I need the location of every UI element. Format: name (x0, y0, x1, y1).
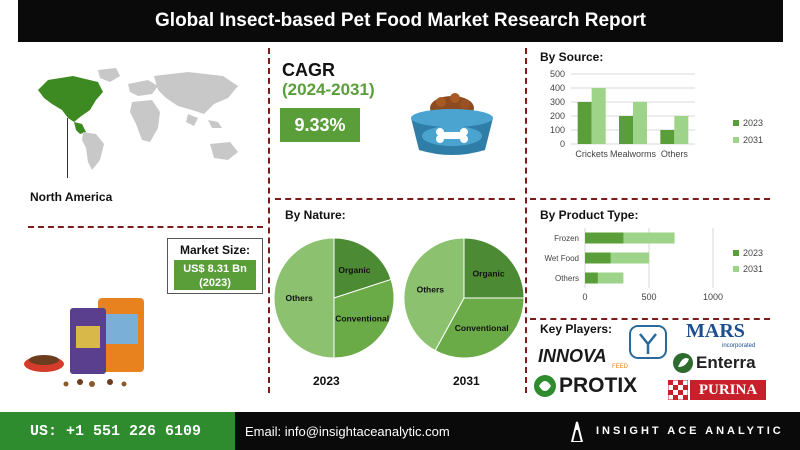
enterra-logo: Enterra (696, 353, 756, 372)
market-size-box: Market Size: US$ 8.31 Bn (2023) (167, 238, 263, 294)
source-bar-2023 (619, 116, 633, 144)
product-legend-label: 2023 (743, 248, 763, 258)
pie-slice-organic (333, 237, 392, 299)
product-bar-2023 (585, 232, 624, 244)
pie-slice-others (273, 237, 335, 359)
product-x-tick-label: 1000 (703, 292, 723, 302)
cagr-period: (2024-2031) (282, 80, 375, 99)
trident-logo-icon (629, 325, 667, 359)
source-legend-swatch (733, 137, 739, 143)
source-legend-label: 2031 (743, 135, 763, 145)
market-size-amount: US$ 8.31 Bn (183, 263, 247, 275)
source-x-tick-label: Crickets (575, 149, 608, 159)
report-title: Global Insect-based Pet Food Market Rese… (18, 0, 783, 42)
world-map (38, 68, 238, 170)
source-bar-chart: 0 100 200 300 400 500 Crickets Mealworms Others 2… (550, 69, 763, 159)
product-y-tick-label: Others (555, 274, 579, 283)
product-bar-2023 (585, 252, 611, 264)
region-label: North America (30, 190, 113, 204)
by-source-heading: By Source: (540, 50, 604, 64)
pet-bowl-icon (411, 93, 493, 155)
market-size-year: (2023) (199, 277, 231, 289)
divider-horizontal-left (28, 226, 263, 228)
divider-horizontal-right-lower (530, 318, 770, 320)
source-y-tick-label: 400 (550, 83, 565, 93)
pie-label: Conventional (455, 323, 509, 333)
by-product-type-heading: By Product Type: (540, 208, 639, 222)
source-y-tick-label: 0 (560, 139, 565, 149)
brand-logo-icon (570, 421, 584, 442)
pie-slice-others (403, 237, 465, 352)
source-y-tick-label: 100 (550, 125, 565, 135)
divider-horizontal-right (530, 198, 770, 200)
protix-logo-icon (534, 375, 556, 397)
divider-vertical-left (268, 48, 270, 393)
source-x-tick-label: Mealworms (610, 149, 657, 159)
pet-food-bags-illustration (24, 298, 144, 387)
source-x-tick-label: Others (661, 149, 689, 159)
product-type-bar-chart: 0 500 1000 Frozen Wet Food Others 2023 2031 (544, 228, 763, 302)
pie-slice-organic (463, 237, 525, 299)
footer-phone[interactable]: US: +1 551 226 6109 (0, 412, 235, 450)
key-players-heading: Key Players: (540, 322, 613, 336)
footer-brand: INSIGHT ACE ANALYTIC (560, 412, 800, 450)
source-legend-label: 2023 (743, 118, 763, 128)
nature-pie-charts: Organic Conventional Others Organic Conventi… (273, 237, 525, 359)
footer-email[interactable]: Email: info@insightaceanalytic.com (235, 412, 560, 450)
pie-slice-conventional (333, 278, 395, 359)
product-legend-swatch (733, 266, 739, 272)
mars-logo-subtitle: incorporated (722, 343, 756, 349)
map-pointer-line (67, 118, 68, 178)
enterra-leaf-icon (673, 353, 693, 373)
pie-label: Others (285, 293, 313, 303)
purina-logo: PURINA (690, 380, 766, 400)
product-bar-2031 (585, 252, 649, 264)
source-y-tick-label: 500 (550, 69, 565, 79)
cagr-title: CAGR (282, 60, 335, 80)
product-x-tick-label: 500 (641, 292, 656, 302)
source-bar-2031 (633, 102, 647, 144)
cagr-value: 9.33% (280, 108, 360, 142)
product-legend-swatch (733, 250, 739, 256)
market-size-title: Market Size: (179, 243, 251, 257)
source-bar-2031 (591, 88, 606, 144)
brand-name: INSIGHT ACE ANALYTIC (596, 425, 784, 437)
pie-label: Conventional (335, 313, 389, 323)
innova-feed-logo: INNOVA FEED (538, 346, 629, 370)
source-bar-2031 (674, 116, 689, 144)
product-legend-label: 2031 (743, 264, 763, 274)
pie-label: Organic (338, 265, 370, 275)
product-bar-2031 (585, 232, 675, 244)
source-y-tick-label: 300 (550, 97, 565, 107)
divider-horizontal-middle (275, 198, 515, 200)
mars-logo: MARS (686, 320, 745, 342)
pie-2023-year: 2023 (313, 374, 340, 388)
product-bar-2023 (585, 272, 598, 284)
pie-label: Others (417, 284, 445, 294)
protix-logo: PROTIX (559, 374, 638, 397)
divider-vertical-right (525, 48, 527, 393)
pie-2031-year: 2031 (453, 374, 480, 388)
by-nature-heading: By Nature: (285, 208, 346, 222)
pie-slice-conventional (434, 297, 525, 359)
product-y-tick-label: Wet Food (544, 254, 579, 263)
product-x-tick-label: 0 (582, 292, 587, 302)
pie-label: Organic (473, 268, 505, 278)
source-bar-2023 (660, 130, 675, 144)
product-y-tick-label: Frozen (554, 234, 579, 243)
market-size-value: US$ 8.31 Bn (2023) (174, 260, 256, 290)
source-legend-swatch (733, 120, 739, 126)
source-bar-2023 (577, 102, 592, 144)
purina-checkerboard-icon (668, 380, 688, 400)
product-bar-2031 (585, 272, 624, 284)
source-y-tick-label: 200 (550, 111, 565, 121)
